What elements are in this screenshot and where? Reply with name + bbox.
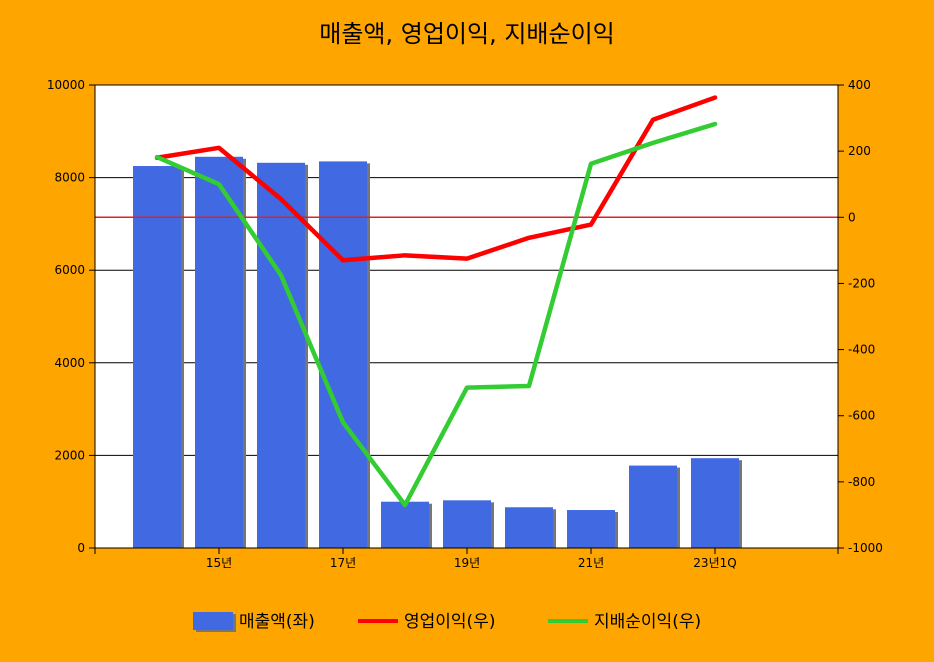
legend-label: 매출액(좌) [239,612,315,632]
x-axis-label: 23년1Q [693,556,736,570]
right-axis-label: 200 [848,144,871,158]
bar [505,507,553,548]
left-axis-label: 10000 [47,78,85,92]
right-axis-label: 400 [848,78,871,92]
bar-series [133,156,742,548]
legend-swatch [193,612,233,630]
bar [691,458,739,548]
left-axis-label: 0 [77,541,85,555]
x-axis-label: 21년 [578,556,604,570]
line-series-path [154,121,718,508]
right-axis-label: -200 [848,276,875,290]
legend: 매출액(좌) 영업이익(우) 지배순이익(우) [193,612,701,632]
line-series [154,95,718,508]
x-axis-label: 17년 [330,556,356,570]
bar [443,500,491,548]
right-axis-label: -600 [848,409,875,423]
left-axis-label: 8000 [54,171,85,185]
left-axis-label: 4000 [54,356,85,370]
bar [257,162,305,548]
right-axis-label: 0 [848,210,856,224]
bar [567,510,615,548]
chart-title: 매출액, 영업이익, 지배순이익 [319,20,614,48]
bar [319,161,367,548]
right-axis-label: -400 [848,343,875,357]
line-series-path [154,95,718,263]
right-axis-label: -1000 [848,541,883,555]
axes: 0200040006000800010000-1000-800-600-400-… [47,78,883,570]
left-axis-label: 6000 [54,263,85,277]
bar [195,156,243,548]
legend-label: 영업이익(우) [404,612,495,632]
x-axis-label: 19년 [454,556,480,570]
left-axis-label: 2000 [54,448,85,462]
legend-label: 지배순이익(우) [594,612,701,632]
right-axis-label: -800 [848,475,875,489]
bar [381,501,429,548]
bar [629,465,677,548]
x-axis-label: 15년 [206,556,232,570]
bar [133,166,181,548]
